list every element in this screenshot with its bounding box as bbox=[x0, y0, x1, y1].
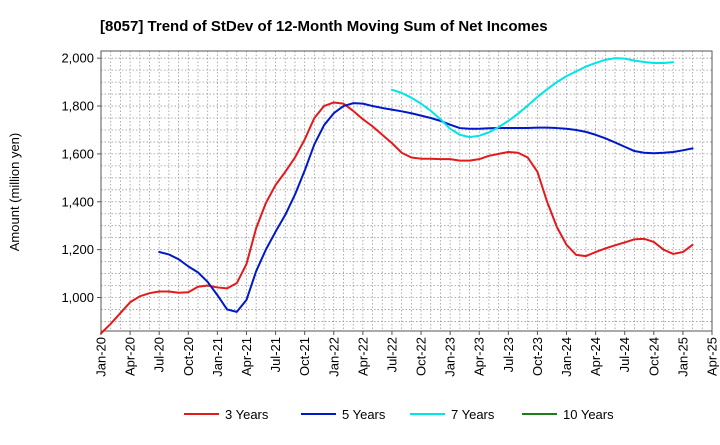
y-tick-label: 1,400 bbox=[61, 194, 94, 209]
legend-label-5-years: 5 Years bbox=[342, 407, 386, 422]
x-tick-label: Jul-21 bbox=[268, 337, 283, 372]
x-tick-label: Jan-23 bbox=[443, 337, 458, 377]
x-tick-label: Jan-25 bbox=[675, 337, 690, 377]
axis-layer: 1,000 1,200 1,400 1,600 1,800 2,000 Jan-20 Apr-… bbox=[61, 50, 720, 377]
series-layer bbox=[100, 57, 694, 335]
y-tick-label: 1,000 bbox=[61, 290, 94, 305]
x-tick-label: Jul-24 bbox=[617, 337, 632, 372]
x-tick-label: Jan-22 bbox=[326, 337, 341, 377]
legend-label-3-years: 3 Years bbox=[225, 407, 269, 422]
y-tick-label: 2,000 bbox=[61, 51, 94, 66]
legend-label-10-years: 10 Years bbox=[563, 407, 614, 422]
series-line-7-years bbox=[390, 57, 675, 139]
series-line-5-years bbox=[158, 102, 694, 313]
y-tick-label: 1,200 bbox=[61, 242, 94, 257]
chart-title: [8057] Trend of StDev of 12-Month Moving… bbox=[100, 18, 548, 35]
x-tick-label: Apr-25 bbox=[705, 337, 720, 376]
x-tick-label: Jul-20 bbox=[152, 337, 167, 372]
x-tick-label: Apr-24 bbox=[588, 337, 603, 376]
y-tick-label: 1,600 bbox=[61, 146, 94, 161]
x-tick-label: Jan-20 bbox=[94, 337, 109, 377]
x-tick-label: Apr-20 bbox=[123, 337, 138, 376]
x-tick-label: Jul-23 bbox=[501, 337, 516, 372]
x-tick-label: Oct-20 bbox=[181, 337, 196, 376]
legend: 3 Years 5 Years 7 Years 10 Years bbox=[184, 407, 614, 422]
legend-label-7-years: 7 Years bbox=[451, 407, 495, 422]
x-tick-label: Jan-21 bbox=[210, 337, 225, 377]
x-tick-label: Oct-22 bbox=[414, 337, 429, 376]
x-tick-label: Apr-23 bbox=[472, 337, 487, 376]
x-tick-label: Apr-21 bbox=[239, 337, 254, 376]
x-tick-label: Jul-22 bbox=[384, 337, 399, 372]
x-tick-label: Oct-23 bbox=[530, 337, 545, 376]
y-axis-label: Amount (million yen) bbox=[7, 133, 22, 252]
x-tick-label: Oct-21 bbox=[297, 337, 312, 376]
grid-layer bbox=[101, 51, 712, 331]
series-line-3-years bbox=[100, 101, 694, 335]
plot-frame bbox=[100, 50, 713, 332]
x-tick-label: Apr-22 bbox=[355, 337, 370, 376]
x-tick-label: Jan-24 bbox=[559, 337, 574, 377]
y-tick-label: 1,800 bbox=[61, 99, 94, 114]
x-tick-label: Oct-24 bbox=[646, 337, 661, 376]
